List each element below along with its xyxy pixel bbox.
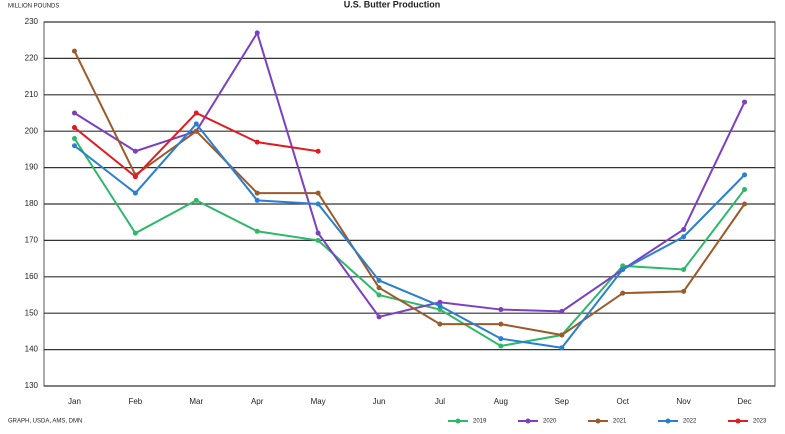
legend-marker [665,418,671,424]
marker [559,332,565,338]
x-tick-label: May [311,397,326,406]
x-tick-label: Oct [616,397,629,406]
y-tick-label: 140 [25,345,39,354]
legend-label: 2019 [473,419,487,425]
y-tick-label: 190 [25,163,39,172]
marker [193,110,199,116]
line [73,137,746,348]
legend-label: 2022 [683,419,697,425]
marker [620,267,626,273]
marker [315,148,321,154]
marker [376,277,382,283]
legend-label: 2020 [543,419,557,425]
legend-label: 2023 [753,419,767,425]
marker [71,125,77,131]
marker [315,230,321,236]
marker [681,267,687,273]
y-tick-label: 210 [25,90,39,99]
marker [681,234,687,240]
marker [315,201,321,207]
marker [498,336,504,342]
marker [620,263,626,269]
marker [132,230,138,236]
x-tick-label: Jul [435,397,445,406]
x-tick-label: Feb [128,397,142,406]
marker [498,343,504,349]
y-axis-label: MILLION POUNDS [8,4,59,10]
marker [254,228,260,234]
marker [193,121,199,127]
y-tick-label: 200 [25,126,39,135]
y-tick-label: 230 [25,17,39,26]
marker [132,174,138,180]
y-tick-label: 160 [25,272,39,281]
marker [559,345,565,351]
marker [254,139,260,145]
y-tick-label: 170 [25,236,39,245]
marker [498,307,504,313]
marker [437,307,443,313]
source: GRAPH, USDA, AMS, DMN [8,419,82,425]
marker [376,292,382,298]
marker [376,314,382,320]
legend-marker [735,418,741,424]
marker [254,30,260,36]
marker [71,48,77,54]
marker [742,201,748,207]
marker [742,99,748,105]
marker [437,303,443,309]
marker [498,321,504,327]
marker [437,321,443,327]
y-tick-label: 220 [25,54,39,63]
y-tick-label: 130 [25,381,39,390]
marker [132,190,138,196]
marker [254,197,260,203]
x-tick-label: Sep [555,397,570,406]
marker [315,190,321,196]
chart-title: U.S. Butter Production [344,0,441,9]
y-tick-label: 150 [25,308,39,317]
line [73,50,746,337]
x-tick-label: Jun [373,397,386,406]
marker [193,128,199,134]
x-tick-label: Aug [494,397,508,406]
marker [681,288,687,294]
marker [620,290,626,296]
marker [376,285,382,291]
y-tick-label: 180 [25,199,39,208]
line [73,122,746,349]
x-tick-label: Mar [189,397,203,406]
marker [132,148,138,154]
legend-label: 2021 [613,419,627,425]
marker [71,143,77,149]
marker [71,110,77,116]
marker [254,190,260,196]
x-tick-label: Jan [68,397,81,406]
marker [193,197,199,203]
legend-marker [455,418,461,424]
x-tick-label: Dec [737,397,751,406]
marker [559,308,565,314]
legend-marker [595,418,601,424]
marker [742,186,748,192]
legend-marker [525,418,531,424]
marker [742,172,748,178]
marker [681,226,687,232]
marker [315,237,321,243]
x-tick-label: Apr [251,397,264,406]
x-tick-label: Nov [677,397,691,406]
marker [437,299,443,305]
marker [71,135,77,141]
